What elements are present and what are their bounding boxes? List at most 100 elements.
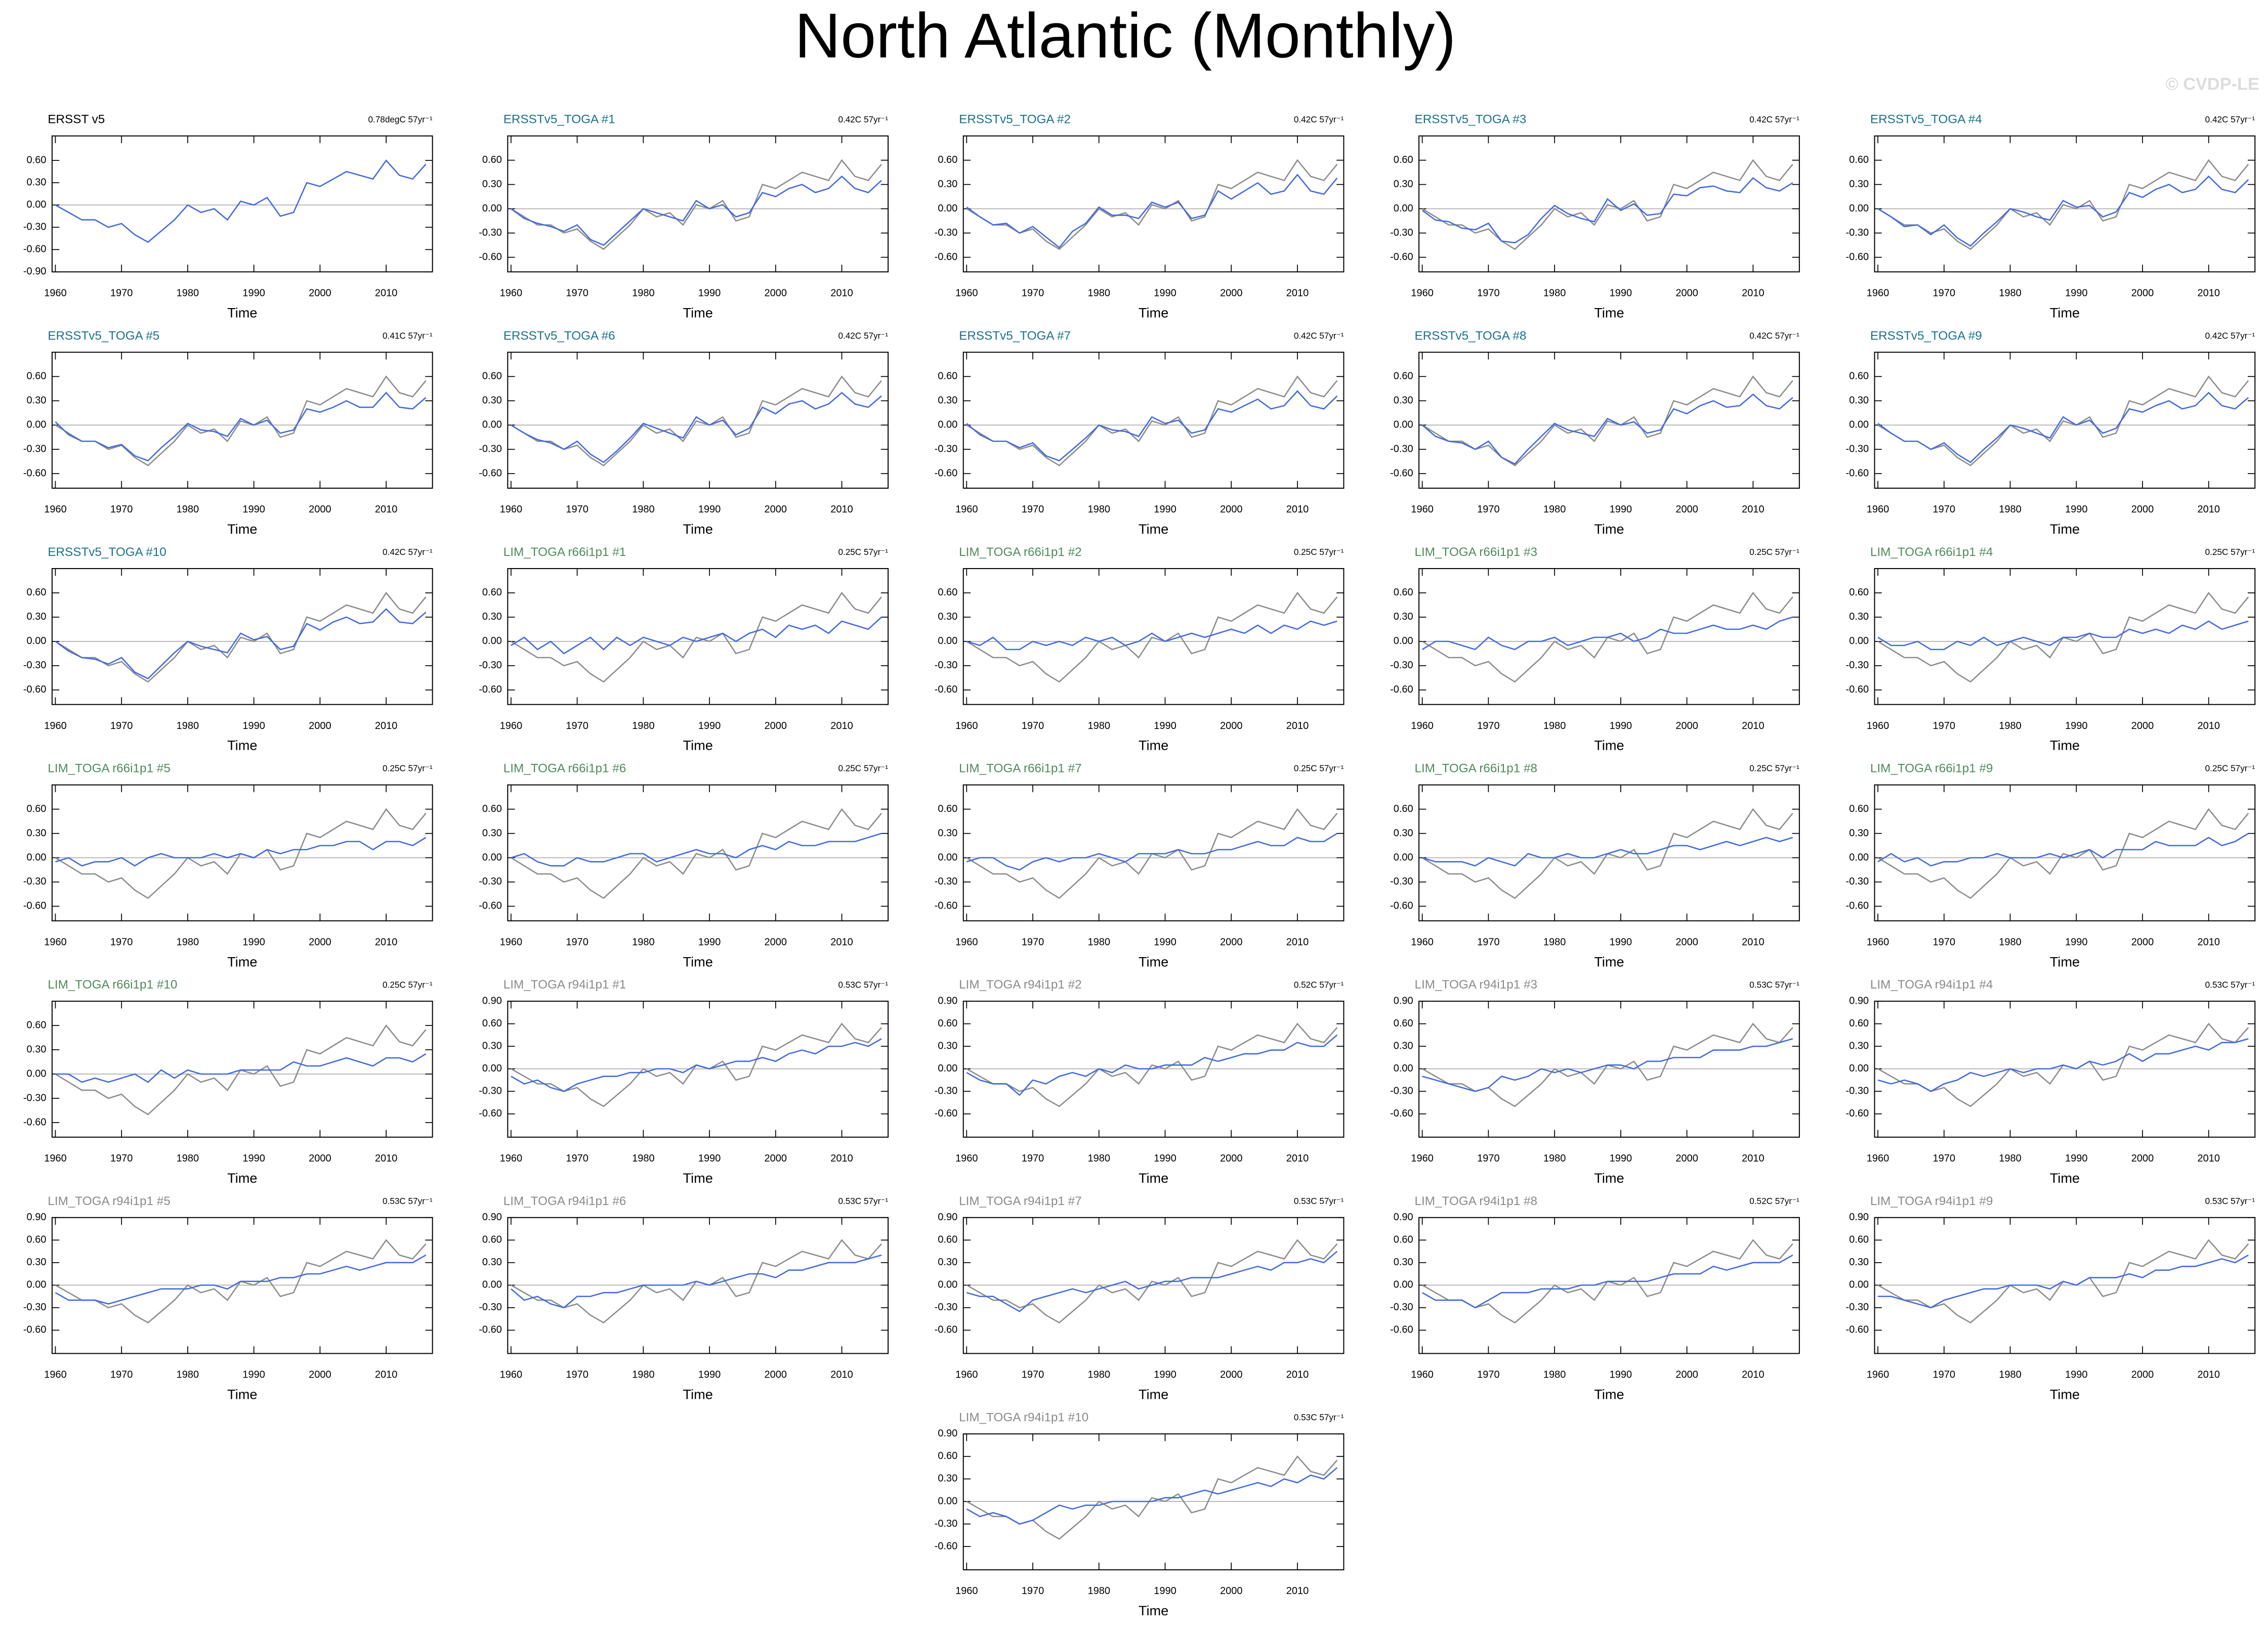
x-tick-label: 2010 bbox=[1286, 504, 1309, 515]
x-tick-label: 1980 bbox=[1543, 1369, 1566, 1381]
trend-label: 0.42C 57yr⁻¹ bbox=[383, 547, 433, 557]
x-tick-label: 1960 bbox=[955, 1369, 978, 1381]
y-tick-label: -0.60 bbox=[1845, 467, 1869, 479]
x-tick-label: 1990 bbox=[2065, 936, 2088, 948]
panel-title: LIM_TOGA r94i1p1 #1 bbox=[503, 978, 626, 992]
observed-line bbox=[1877, 808, 2249, 899]
observed-line bbox=[1877, 375, 2249, 466]
y-tick-label: -0.30 bbox=[1845, 444, 1869, 455]
x-tick-label: 1960 bbox=[500, 1153, 523, 1164]
plot-frame bbox=[1874, 135, 2256, 273]
trend-label: 0.53C 57yr⁻¹ bbox=[1749, 979, 1799, 990]
y-tick-label: 0.00 bbox=[1394, 419, 1413, 431]
x-tick-label: 1970 bbox=[566, 1153, 589, 1164]
series-line bbox=[966, 620, 1337, 651]
y-tick-label: 0.00 bbox=[1849, 419, 1869, 431]
y-tick-label: -0.30 bbox=[23, 876, 47, 887]
x-tick-label: 1960 bbox=[1867, 1369, 1889, 1381]
y-tick-label: 0.30 bbox=[1394, 395, 1413, 406]
series-line bbox=[511, 1254, 882, 1309]
trend-label: 0.53C 57yr⁻¹ bbox=[838, 1196, 888, 1206]
series-line bbox=[511, 392, 882, 463]
plot-frame bbox=[1874, 568, 2256, 705]
y-tick-label: 0.60 bbox=[27, 154, 47, 165]
y-tick-label: 0.60 bbox=[1849, 803, 1869, 814]
x-axis-label: Time bbox=[1139, 738, 1168, 753]
panel-title: LIM_TOGA r94i1p1 #4 bbox=[1870, 978, 1993, 992]
x-tick-label: 2000 bbox=[309, 936, 331, 948]
x-tick-label: 2000 bbox=[765, 504, 787, 515]
x-tick-label: 1960 bbox=[1411, 936, 1434, 948]
y-tick-label: 0.30 bbox=[1849, 1041, 1869, 1052]
series-line bbox=[511, 175, 882, 246]
trend-label: 0.25C 57yr⁻¹ bbox=[1294, 547, 1344, 557]
x-tick-label: 2000 bbox=[1220, 1585, 1243, 1597]
observed-line bbox=[966, 1022, 1338, 1107]
series-line bbox=[1422, 1038, 1793, 1092]
x-tick-label: 2000 bbox=[2131, 720, 2154, 732]
y-tick-label: -0.60 bbox=[935, 684, 958, 695]
x-tick-label: 1970 bbox=[1022, 1585, 1044, 1597]
x-axis-label: Time bbox=[683, 954, 713, 969]
y-tick-label: -0.30 bbox=[1845, 876, 1869, 887]
y-tick-label: -0.30 bbox=[479, 227, 502, 238]
y-tick-label: 0.60 bbox=[938, 371, 957, 382]
series-line bbox=[966, 390, 1338, 462]
y-tick-label: 0.00 bbox=[482, 419, 502, 431]
x-axis-label: Time bbox=[227, 1387, 257, 1402]
trend-label: 0.53C 57yr⁻¹ bbox=[2205, 979, 2255, 990]
y-tick-label: 0.90 bbox=[938, 995, 957, 1006]
x-tick-label: 2010 bbox=[375, 1153, 398, 1164]
x-tick-label: 2010 bbox=[830, 504, 853, 515]
series-line bbox=[511, 1038, 882, 1092]
x-tick-label: 1980 bbox=[632, 288, 655, 299]
series-line bbox=[1877, 175, 2249, 247]
x-tick-label: 1990 bbox=[1154, 1585, 1177, 1597]
panel-title: LIM_TOGA r94i1p1 #7 bbox=[959, 1194, 1082, 1208]
x-axis-label: Time bbox=[683, 1387, 713, 1402]
y-tick-label: 0.00 bbox=[482, 635, 502, 647]
x-tick-label: 1960 bbox=[44, 504, 67, 515]
trend-label: 0.42C 57yr⁻¹ bbox=[1749, 114, 1799, 124]
x-tick-label: 1960 bbox=[44, 936, 67, 948]
y-tick-label: -0.60 bbox=[479, 251, 502, 263]
x-tick-label: 2000 bbox=[1220, 1369, 1243, 1381]
x-tick-label: 1960 bbox=[1867, 504, 1889, 515]
x-tick-label: 2010 bbox=[1742, 720, 1765, 732]
x-tick-label: 1980 bbox=[1543, 720, 1566, 732]
y-tick-label: -0.60 bbox=[935, 1324, 958, 1336]
y-tick-label: 0.30 bbox=[938, 1041, 957, 1052]
y-tick-label: -0.60 bbox=[1845, 900, 1869, 912]
x-tick-label: 1970 bbox=[1477, 288, 1500, 299]
observed-line bbox=[511, 159, 883, 250]
trend-label: 0.78degC 57yr⁻¹ bbox=[368, 114, 432, 124]
y-tick-label: 0.90 bbox=[1394, 1212, 1413, 1223]
y-tick-label: 0.00 bbox=[1849, 1279, 1869, 1291]
panel-title: LIM_TOGA r66i1p1 #3 bbox=[1415, 545, 1538, 559]
y-tick-label: 0.60 bbox=[27, 371, 47, 382]
x-axis-label: Time bbox=[227, 1170, 257, 1186]
x-tick-label: 1960 bbox=[1867, 288, 1889, 299]
x-tick-label: 1990 bbox=[1610, 288, 1632, 299]
y-tick-label: 0.00 bbox=[482, 1279, 502, 1291]
x-tick-label: 1970 bbox=[1933, 288, 1956, 299]
y-tick-label: 0.60 bbox=[938, 803, 957, 814]
panel-title: LIM_TOGA r66i1p1 #7 bbox=[959, 762, 1082, 776]
observed-line bbox=[1421, 375, 1793, 466]
x-tick-label: 1970 bbox=[1933, 504, 1956, 515]
x-tick-label: 1980 bbox=[1999, 1153, 2022, 1164]
x-tick-label: 2010 bbox=[1742, 1153, 1765, 1164]
x-tick-label: 1970 bbox=[566, 504, 589, 515]
observed-line bbox=[1877, 159, 2249, 250]
panel-title: ERSSTv5_TOGA #3 bbox=[1415, 113, 1527, 126]
x-tick-label: 1980 bbox=[1087, 936, 1110, 948]
x-tick-label: 2000 bbox=[1675, 504, 1698, 515]
y-tick-label: 0.00 bbox=[938, 1279, 957, 1291]
x-tick-label: 1990 bbox=[698, 720, 721, 732]
y-tick-label: 0.00 bbox=[1849, 635, 1869, 647]
y-tick-label: -0.60 bbox=[23, 1116, 47, 1128]
x-tick-label: 1980 bbox=[1087, 504, 1110, 515]
y-tick-label: 0.60 bbox=[482, 1234, 502, 1245]
series-line bbox=[511, 616, 882, 655]
y-tick-label: -0.60 bbox=[1390, 1324, 1413, 1336]
